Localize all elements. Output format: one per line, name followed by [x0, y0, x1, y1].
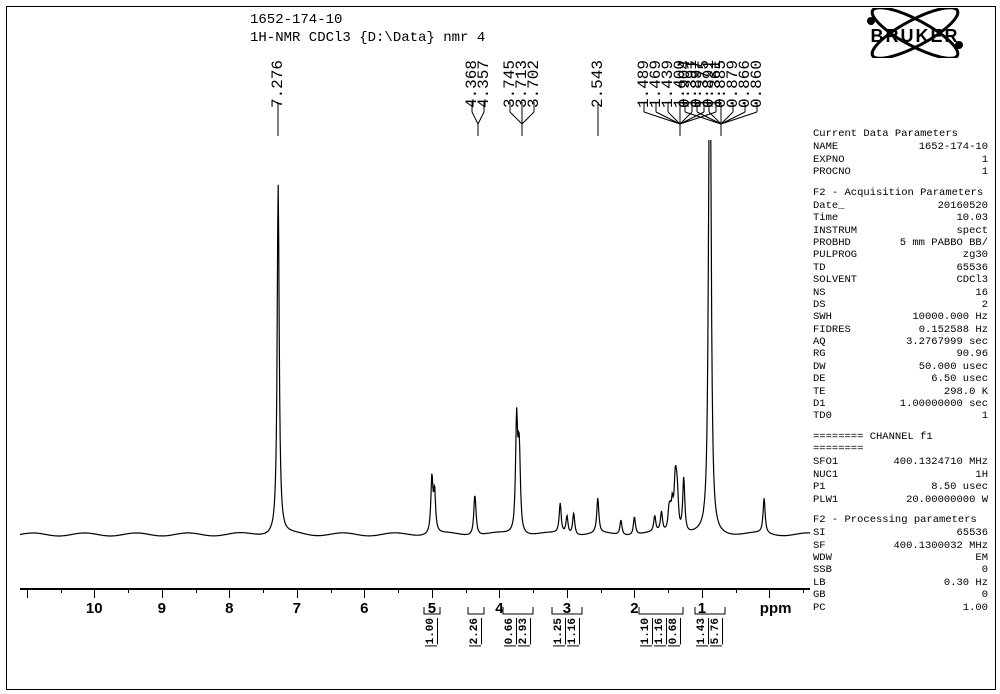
- axis-tick-label: 10: [86, 600, 103, 617]
- param-row: DE6.50 usec: [813, 373, 988, 385]
- axis-ticks: [20, 588, 810, 600]
- bruker-logo: BRUKER: [845, 8, 985, 58]
- peak-ppm-label: 7.276: [272, 60, 284, 108]
- param-row: PULPROGzg30: [813, 249, 988, 261]
- param-row: NUC11H: [813, 469, 988, 481]
- param-row: AQ3.2767999 sec: [813, 336, 988, 348]
- param-row: SSB0: [813, 564, 988, 576]
- integral-value: 5.76: [710, 618, 722, 646]
- integral-value: 1.16: [567, 618, 579, 646]
- param-row: INSTRUMspect: [813, 225, 988, 237]
- axis-tick-label: 9: [158, 600, 166, 617]
- peak-ppm-label: 3.702: [528, 60, 540, 108]
- integral-value: 0.66: [504, 618, 516, 646]
- integral-value: 2.26: [469, 618, 481, 646]
- param-row: TE298.0 K: [813, 386, 988, 398]
- param-section-head: Current Data Parameters: [813, 128, 988, 140]
- param-section-head: ======== CHANNEL f1 ========: [813, 431, 988, 456]
- integral-value: 1.43: [696, 618, 708, 646]
- param-row: PROCNO1: [813, 166, 988, 178]
- integral-value: 0.68: [668, 618, 680, 646]
- parameter-panel: Current Data ParametersNAME1652-174-10EX…: [813, 120, 988, 614]
- axis-tick-label: 2: [630, 600, 638, 617]
- axis-tick-label: 6: [360, 600, 368, 617]
- axis-tick-label: 8: [225, 600, 233, 617]
- param-row: DW50.000 usec: [813, 361, 988, 373]
- param-row: D11.00000000 sec: [813, 398, 988, 410]
- param-row: NAME1652-174-10: [813, 141, 988, 153]
- param-row: NS16: [813, 287, 988, 299]
- param-row: RG90.96: [813, 348, 988, 360]
- param-row: FIDRES0.152588 Hz: [813, 324, 988, 336]
- param-row: PLW120.00000000 W: [813, 494, 988, 506]
- param-section-head: F2 - Acquisition Parameters: [813, 187, 988, 199]
- integral-labels: 1.002.260.662.931.251.161.101.160.681.43…: [20, 618, 810, 674]
- integral-value: 1.00: [425, 618, 437, 646]
- param-row: SI65536: [813, 527, 988, 539]
- param-row: Time10.03: [813, 212, 988, 224]
- param-row: DS2: [813, 299, 988, 311]
- param-row: GB0: [813, 589, 988, 601]
- param-row: PC1.00: [813, 602, 988, 614]
- title-line2: 1H-NMR CDCl3 {D:\Data} nmr 4: [250, 30, 485, 48]
- param-row: LB0.30 Hz: [813, 577, 988, 589]
- param-row: TD65536: [813, 262, 988, 274]
- axis-tick-label: 7: [293, 600, 301, 617]
- param-row: SFO1400.1324710 MHz: [813, 456, 988, 468]
- integral-value: 1.25: [553, 618, 565, 646]
- param-section-head: F2 - Processing parameters: [813, 514, 988, 526]
- param-row: SF400.1300032 MHz: [813, 540, 988, 552]
- peak-ppm-label: 2.543: [592, 60, 604, 108]
- param-row: PROBHD5 mm PABBO BB/: [813, 237, 988, 249]
- title-line1: 1652-174-10: [250, 12, 485, 30]
- spectrum-title: 1652-174-10 1H-NMR CDCl3 {D:\Data} nmr 4: [250, 12, 485, 47]
- peak-ppm-label: 0.860: [751, 60, 763, 108]
- param-row: EXPNO1: [813, 154, 988, 166]
- spectrum-plot: [20, 140, 810, 580]
- param-row: P18.50 usec: [813, 481, 988, 493]
- param-row: SOLVENTCDCl3: [813, 274, 988, 286]
- param-row: SWH10000.000 Hz: [813, 311, 988, 323]
- param-row: WDWEM: [813, 552, 988, 564]
- integral-value: 1.16: [654, 618, 666, 646]
- peak-ppm-label: 4.357: [478, 60, 490, 108]
- param-row: TD01: [813, 410, 988, 422]
- logo-text: BRUKER: [845, 26, 985, 47]
- integral-value: 2.93: [518, 618, 530, 646]
- param-row: Date_20160520: [813, 200, 988, 212]
- axis-unit-label: ppm: [760, 600, 792, 617]
- integral-value: 1.10: [640, 618, 652, 646]
